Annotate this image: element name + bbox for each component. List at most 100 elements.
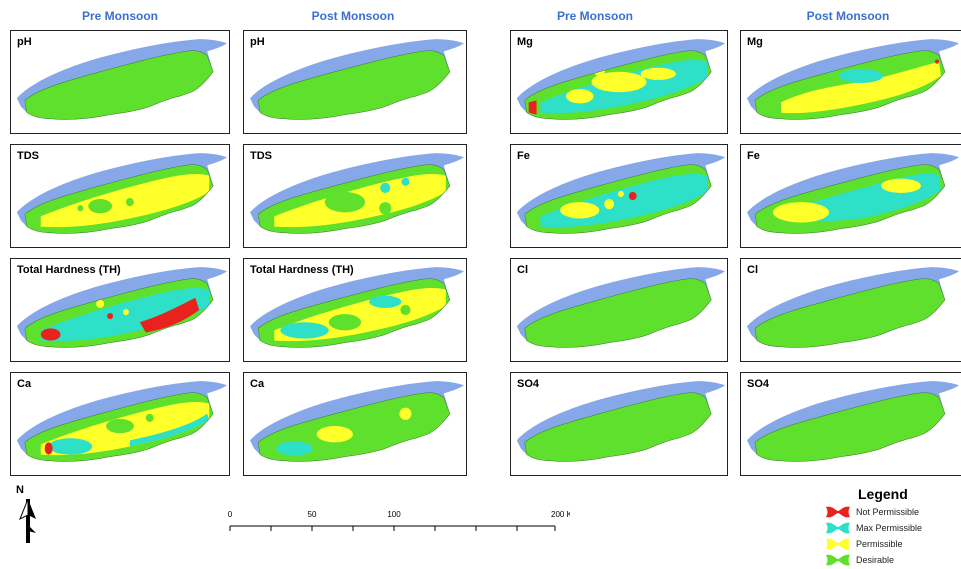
map-panel: Cl <box>740 258 961 362</box>
district-boundary <box>257 164 451 234</box>
panel-parameter-label: SO4 <box>747 378 770 390</box>
zone-permissible <box>96 299 105 308</box>
scale-tick-50: 50 <box>308 510 317 519</box>
map-panel: Mg <box>740 30 961 134</box>
zone-permissible <box>565 89 594 104</box>
legend-swatch-icon <box>826 538 850 550</box>
zone-permissible <box>591 71 647 93</box>
land-area <box>24 50 214 120</box>
district-map <box>250 381 464 462</box>
map-panel: Fe <box>510 144 728 248</box>
zone-permissible <box>781 61 941 114</box>
panel-parameter-label: Fe <box>517 150 530 162</box>
zone-max-permissible <box>839 68 883 84</box>
panel-parameter-label: Fe <box>747 150 760 162</box>
map-panel: Fe <box>740 144 961 248</box>
panel-parameter-label: Ca <box>250 378 265 390</box>
map-panel: Total Hardness (TH) <box>10 258 230 362</box>
zone-not-permissible <box>935 59 939 64</box>
zone-max-permissible <box>48 438 93 455</box>
land-area <box>524 392 712 462</box>
district-map <box>516 39 726 120</box>
legend-item-label: Not Permissible <box>856 507 920 517</box>
district-boundary <box>524 278 712 348</box>
district-map <box>250 39 464 120</box>
district-map <box>250 267 464 348</box>
zone-not-permissible <box>40 328 61 341</box>
district-map <box>516 381 726 462</box>
district-map <box>16 153 228 234</box>
district-map <box>747 381 959 462</box>
zone-not-permissible <box>628 191 637 201</box>
zone-permissible <box>881 178 921 193</box>
district-boundary <box>754 164 946 234</box>
map-panel: Mg <box>510 30 728 134</box>
map-panel: TDS <box>243 144 467 248</box>
legend-swatch-icon <box>826 522 850 534</box>
map-panel: Ca <box>10 372 230 476</box>
district-map <box>516 267 726 348</box>
zone-permissible <box>773 202 829 223</box>
zone-max-permissible <box>380 182 391 193</box>
land-area <box>524 278 712 348</box>
scale-tick-0: 0 <box>228 510 233 519</box>
panel-parameter-label: Total Hardness (TH) <box>250 264 354 276</box>
zone-permissible <box>316 426 353 443</box>
panel-parameter-label: pH <box>17 36 32 48</box>
column-header-post-monsoon-1: Post Monsoon <box>311 9 395 23</box>
zone-permissible <box>399 407 412 420</box>
zone-max-permissible <box>280 322 329 339</box>
district-map <box>16 267 228 348</box>
district-boundary <box>524 392 712 462</box>
panel-parameter-label: Cl <box>747 264 758 276</box>
legend-item-label: Desirable <box>856 555 895 565</box>
panel-parameter-label: Total Hardness (TH) <box>17 264 121 276</box>
map-panel: pH <box>243 30 467 134</box>
land-area <box>258 50 450 120</box>
column-header-pre-monsoon-1: Pre Monsoon <box>81 9 158 23</box>
scale-bar: 0 50 100 200 Kilometers <box>228 510 570 531</box>
panel-parameter-label: Cl <box>517 264 528 276</box>
district-boundary <box>754 278 946 348</box>
zone-not-permissible <box>44 442 53 455</box>
zone-desirable <box>328 314 362 331</box>
map-panel: pH <box>10 30 230 134</box>
district-map <box>747 39 959 120</box>
north-label: N <box>16 484 24 496</box>
legend-item: Desirable <box>824 553 961 569</box>
map-panel: SO4 <box>510 372 728 476</box>
zone-max-permissible <box>129 413 210 447</box>
district-boundary <box>24 392 214 462</box>
zone-desirable <box>400 304 411 316</box>
map-panel: SO4 <box>740 372 961 476</box>
column-header-pre-monsoon-2: Pre Monsoon <box>556 9 633 23</box>
district-boundary <box>524 164 712 234</box>
map-panel: TDS <box>10 144 230 248</box>
zone-permissible <box>122 308 129 316</box>
district-map <box>16 381 228 462</box>
district-boundary <box>24 278 214 348</box>
zone-desirable <box>125 198 134 207</box>
zone-permissible <box>40 173 210 228</box>
panel-parameter-label: pH <box>250 36 265 48</box>
district-boundary <box>754 392 946 462</box>
zone-desirable <box>106 418 134 434</box>
zone-not-permissible <box>139 297 200 333</box>
legend-item-label: Max Permissible <box>856 523 923 533</box>
district-map <box>250 153 464 234</box>
north-arrow-icon <box>19 498 36 543</box>
map-panel: Ca <box>243 372 467 476</box>
panel-parameter-label: SO4 <box>517 378 540 390</box>
zone-max-permissible <box>276 441 313 456</box>
zone-permissible <box>604 199 615 210</box>
zone-desirable <box>145 413 154 422</box>
map-panel: Cl <box>510 258 728 362</box>
panel-parameter-label: TDS <box>250 150 272 162</box>
zone-desirable <box>379 202 392 215</box>
legend-item: Max Permissible <box>824 521 961 537</box>
zone-not-permissible <box>528 100 537 115</box>
district-boundary <box>24 164 214 234</box>
scale-tick-200: 200 Kilometers <box>551 510 570 519</box>
land-area <box>755 278 945 348</box>
legend-item: Not Permissible <box>824 505 961 521</box>
